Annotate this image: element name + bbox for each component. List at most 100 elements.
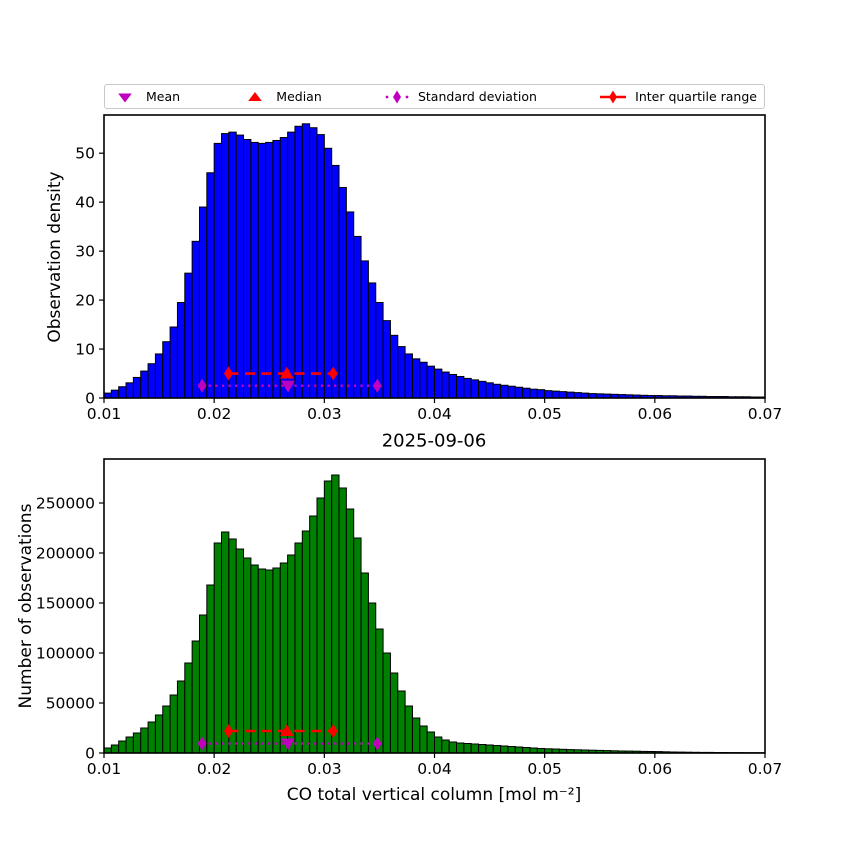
date-title: 2025-09-06: [381, 430, 487, 452]
histogram-bar: [243, 138, 252, 399]
histogram-bar: [419, 725, 428, 754]
histogram-bar: [485, 744, 494, 754]
std-dev-high-marker: [372, 378, 382, 393]
histogram-bar: [250, 564, 259, 754]
legend-item-iqr: Inter quartile range: [599, 89, 757, 105]
histogram-bar: [265, 569, 274, 754]
median-marker: [280, 366, 294, 379]
histogram-bar: [294, 125, 303, 399]
histogram-bar: [382, 320, 391, 399]
histogram-bar: [404, 353, 413, 399]
histogram-bar: [191, 640, 200, 754]
histogram-bar: [323, 147, 333, 399]
y-tick-label: 150000: [36, 595, 95, 613]
histogram-bar: [573, 392, 582, 399]
x-tick-label: 0.05: [527, 405, 562, 423]
histogram-bar: [507, 385, 516, 399]
legend-item-std: Standard deviation: [384, 89, 537, 105]
histogram-bar: [316, 497, 325, 754]
x-tick-label: 0.04: [417, 405, 452, 423]
top-y-axis-label: Observation density: [45, 171, 65, 343]
histogram-bar: [323, 480, 333, 754]
histogram-bar: [309, 127, 318, 399]
std-dev-high-marker: [372, 736, 382, 751]
histogram-bar: [206, 172, 215, 399]
x-tick-label: 0.04: [417, 760, 452, 778]
histogram-bar: [301, 123, 311, 399]
y-tick-label: 250000: [36, 495, 95, 513]
histogram-bar: [162, 341, 171, 399]
histogram-bar: [397, 346, 406, 399]
histogram-bar: [110, 744, 120, 754]
histogram-bar: [110, 389, 120, 399]
bottom-y-axis-label: Number of observations: [16, 503, 36, 709]
histogram-bar: [507, 746, 516, 754]
histogram-bar: [375, 628, 384, 754]
histogram-bar: [338, 487, 347, 754]
x-tick-label: 0.06: [638, 405, 673, 423]
histogram-bar: [367, 282, 377, 399]
histogram-bar: [221, 531, 230, 754]
histogram-bar: [448, 373, 458, 399]
histogram-bar: [279, 137, 289, 399]
histogram-bar: [132, 732, 142, 754]
triangle-down-icon: [118, 93, 132, 102]
histogram-bar: [397, 690, 406, 754]
histogram-bar: [544, 390, 553, 399]
histogram-bar: [448, 741, 458, 754]
histogram-bar: [162, 705, 171, 754]
histogram-bar: [514, 386, 524, 399]
std-dev-low-marker: [197, 736, 207, 751]
histogram-bar: [478, 380, 487, 399]
mean-marker: [281, 738, 295, 751]
histogram-bar: [184, 272, 193, 399]
histogram-bar: [345, 508, 355, 754]
histogram-bar: [257, 568, 267, 754]
histogram-bar: [169, 326, 178, 399]
x-tick-label: 0.05: [527, 760, 562, 778]
x-tick-label: 0.01: [87, 405, 122, 423]
legend-label-std: Standard deviation: [417, 89, 537, 104]
histogram-bar: [404, 705, 413, 754]
histogram-bar: [228, 538, 237, 754]
y-tick-label: 50000: [46, 695, 95, 713]
histogram-bar: [492, 383, 502, 399]
histogram-bar: [331, 474, 340, 754]
y-tick-label: 0: [85, 390, 95, 408]
histogram-bar: [235, 134, 245, 399]
histogram-bar: [389, 334, 399, 399]
y-tick-label: 50: [75, 145, 95, 163]
x-tick-label: 0.07: [748, 760, 783, 778]
histogram-bar: [470, 379, 480, 399]
mean-marker: [281, 380, 295, 393]
thin-diamond-dotted-line-icon: [385, 90, 409, 103]
y-tick-label: 100000: [36, 645, 95, 663]
histogram-bar: [411, 358, 421, 399]
histogram-bar: [265, 141, 274, 399]
histogram-bar: [316, 134, 325, 399]
legend-item-mean: Mean: [112, 89, 180, 105]
x-tick-label: 0.03: [307, 405, 342, 423]
histogram-bar: [213, 142, 223, 399]
iqr-high-marker: [328, 724, 338, 738]
y-tick-label: 30: [75, 243, 95, 261]
histogram-bar: [272, 567, 281, 754]
x-tick-label: 0.07: [748, 405, 783, 423]
y-tick-label: 0: [85, 745, 95, 763]
std-dev-low-marker: [197, 378, 207, 393]
histogram-bar: [456, 375, 465, 399]
histogram-bar: [551, 390, 560, 399]
histogram-bar: [426, 365, 436, 399]
histogram-bar: [360, 572, 369, 754]
histogram-bar: [309, 515, 318, 754]
histogram-bar: [529, 388, 538, 399]
histogram-bar: [522, 387, 531, 399]
histogram-bar: [419, 361, 428, 399]
x-tick-label: 0.02: [197, 760, 232, 778]
histogram-bar: [301, 530, 311, 754]
histogram-bar: [198, 614, 208, 754]
histogram-bar: [125, 736, 134, 754]
histogram-bar: [213, 542, 223, 754]
histogram-bar: [250, 141, 259, 399]
